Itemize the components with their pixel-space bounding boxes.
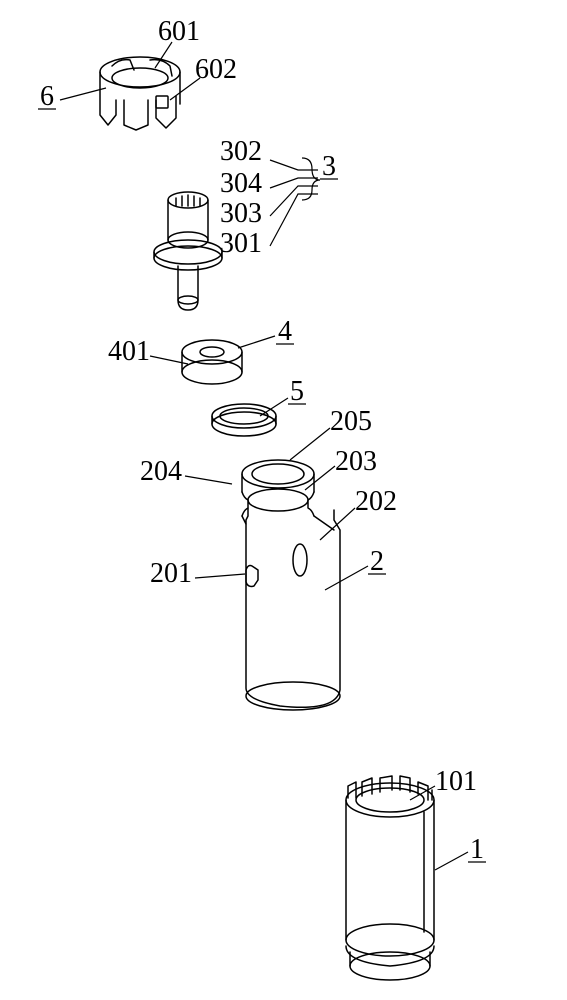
label-5: 5 [290,376,304,407]
leader-1 [435,852,468,870]
label-4: 4 [278,316,292,347]
label-2: 2 [370,546,384,577]
label-304: 304 [220,168,262,199]
label-3: 3 [322,151,336,182]
label-303: 303 [220,198,262,229]
label-401: 401 [108,336,150,367]
label-101: 101 [435,766,477,797]
leader-2 [325,566,368,590]
label-202: 202 [355,486,397,517]
labels: 6 601 602 3 302304303301 4 401 5 205 203 204 202 2 20… [40,16,484,865]
label-underlines [38,109,486,862]
part-cap [100,57,180,130]
part-plug [154,192,222,310]
label-301: 301 [220,228,262,259]
leader-205 [290,428,330,460]
label-6: 6 [40,81,54,112]
label-1: 1 [470,834,484,865]
leader-203 [305,466,335,490]
label-602: 602 [195,54,237,85]
label-204: 204 [140,456,182,487]
part-outer-sleeve [346,776,434,980]
leader-204 [185,476,232,484]
leader-201 [195,574,245,578]
leader-301 [270,194,318,246]
label-302: 302 [220,136,262,167]
exploded-diagram: 6 601 602 3 302304303301 4 401 5 205 203 204 202 2 20… [0,0,567,1000]
part-inner-body [242,460,340,710]
leader-6 [60,88,106,100]
label-203: 203 [335,446,377,477]
label-201: 201 [150,558,192,589]
part-washer [182,340,242,384]
leader-4 [238,336,275,348]
label-601: 601 [158,16,200,47]
leader-lines [60,42,468,870]
part-seal-ring [212,404,276,436]
label-205: 205 [330,406,372,437]
